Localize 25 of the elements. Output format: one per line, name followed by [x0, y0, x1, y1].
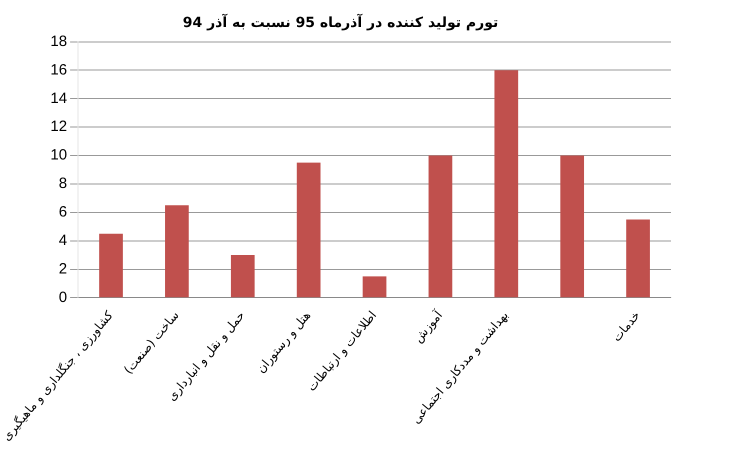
y-tick-label: 14 — [50, 90, 68, 107]
y-tick-label: 10 — [50, 146, 68, 164]
bar — [230, 255, 255, 298]
y-tick-label: 2 — [58, 260, 68, 278]
bar — [428, 156, 452, 298]
y-tick-label: 4 — [58, 232, 68, 249]
y-tick-label: 16 — [50, 61, 68, 78]
bar — [296, 162, 321, 298]
x-tick-label: ساخت (صنعت) — [121, 308, 182, 377]
x-tick-label: خدمات — [609, 308, 643, 344]
y-tick-label: 8 — [58, 175, 68, 192]
bar — [165, 205, 189, 298]
y-tick-label: 0 — [58, 288, 68, 306]
bar — [626, 220, 650, 298]
chart-title: تورم تولید کننده در آذرماه 95 نسبت به آذر 94 — [182, 13, 498, 32]
x-tick-label: آموزش — [410, 307, 446, 346]
bar — [560, 156, 584, 298]
y-tick-label: 18 — [50, 32, 68, 50]
x-tick-label: کشاورزی ، جنگلداری و ماهیگیری — [0, 308, 116, 444]
bar — [362, 276, 386, 298]
bar — [494, 70, 518, 298]
x-tick-label: هتل و رستوران — [254, 308, 314, 376]
y-tick-label: 12 — [50, 118, 68, 136]
y-tick-label: 6 — [58, 204, 68, 221]
bar — [99, 234, 123, 298]
